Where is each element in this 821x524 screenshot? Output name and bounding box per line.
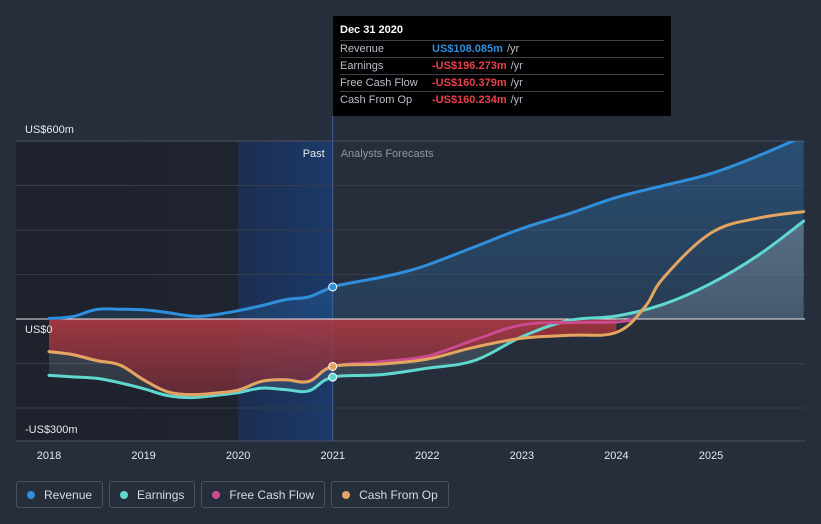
tooltip-row-unit: /yr xyxy=(510,94,523,106)
x-tick-label: 2023 xyxy=(510,450,534,462)
legend-item-cash-from-op[interactable]: Cash From Op xyxy=(331,481,449,508)
legend-item-free-cash-flow[interactable]: Free Cash Flow xyxy=(201,481,326,508)
series-line-cash-from-op xyxy=(47,210,805,397)
legend-dot-icon xyxy=(342,490,351,499)
legend-label: Revenue xyxy=(44,487,93,502)
past-label: Past xyxy=(303,148,325,160)
data-point-cash-from-op xyxy=(328,361,338,371)
x-tick-label: 2021 xyxy=(320,450,344,462)
y-tick-label: US$0 xyxy=(25,324,53,336)
x-tick-label: 2020 xyxy=(226,450,250,462)
legend-dot-icon xyxy=(120,490,129,499)
legend-label: Earnings xyxy=(137,487,185,502)
revenue-area xyxy=(49,141,804,319)
legend-label: Free Cash Flow xyxy=(229,487,315,502)
tooltip-date: Dec 31 2020 xyxy=(340,24,403,36)
legend-dot-icon xyxy=(212,490,221,499)
legend: Revenue Earnings Free Cash Flow Cash From O… xyxy=(16,481,449,508)
x-tick-label: 2024 xyxy=(604,450,628,462)
tooltip-row: Cash From Op -US$160.234m/yr xyxy=(340,91,664,108)
data-point-revenue xyxy=(328,282,338,292)
tooltip: Dec 31 2020 Revenue US$108.085m/yr Earning… xyxy=(333,16,671,116)
x-tick-label: 2025 xyxy=(699,450,723,462)
tooltip-row-value: US$108.085m xyxy=(432,43,503,55)
tooltip-row-label: Cash From Op xyxy=(340,94,413,106)
tooltip-row-value: -US$196.273m xyxy=(432,60,507,72)
y-tick-label: -US$300m xyxy=(25,424,78,436)
tooltip-row-value: -US$160.234m xyxy=(432,94,507,106)
tooltip-row-unit: /yr xyxy=(510,77,523,89)
y-tick-label: US$600m xyxy=(25,124,74,136)
x-tick-label: 2019 xyxy=(131,450,155,462)
tooltip-row: Earnings -US$196.273m/yr xyxy=(340,57,664,74)
series-line-earnings xyxy=(47,219,805,400)
tooltip-row-value: -US$160.379m xyxy=(432,77,507,89)
tooltip-row-label: Free Cash Flow xyxy=(340,77,418,89)
legend-dot-icon xyxy=(27,490,35,499)
negative-area xyxy=(49,319,617,395)
tooltip-row-label: Revenue xyxy=(340,43,385,55)
x-tick-label: 2022 xyxy=(415,450,439,462)
tooltip-row: Free Cash Flow -US$160.379m/yr xyxy=(340,74,664,91)
forecast-label: Analysts Forecasts xyxy=(341,148,434,160)
legend-item-earnings[interactable]: Earnings xyxy=(109,481,196,508)
tooltip-row-unit: /yr xyxy=(506,43,520,55)
data-point-earnings xyxy=(328,372,338,382)
tooltip-row: Revenue US$108.085m/yr xyxy=(340,40,664,57)
tooltip-row-label: Earnings xyxy=(340,60,384,72)
x-tick-label: 2018 xyxy=(37,450,61,462)
legend-item-revenue[interactable]: Revenue xyxy=(16,481,104,508)
legend-label: Cash From Op xyxy=(359,487,438,502)
tooltip-row-unit: /yr xyxy=(510,60,523,72)
